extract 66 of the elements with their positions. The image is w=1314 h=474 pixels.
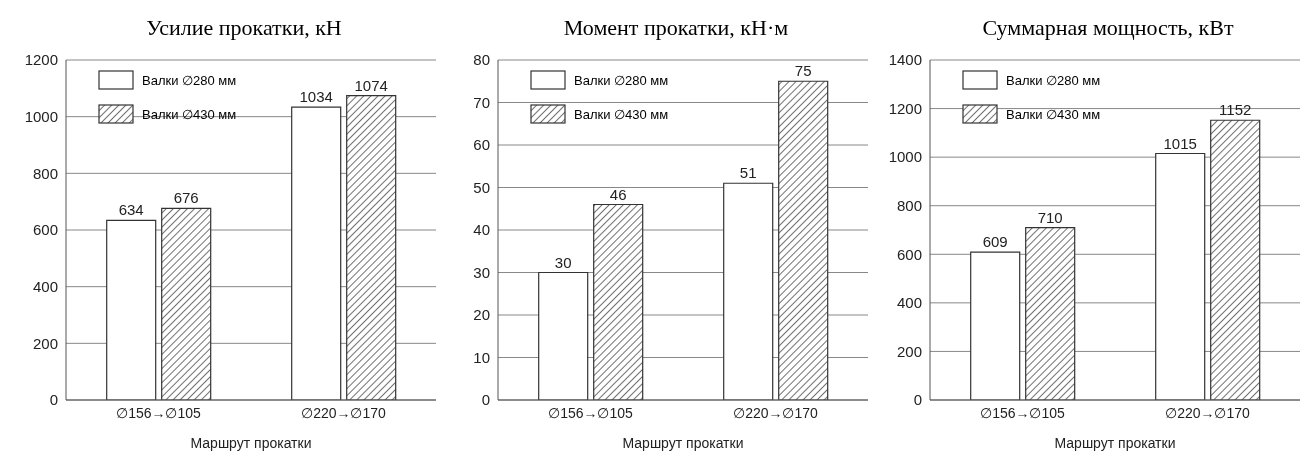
legend-label: Валки ∅280 мм (142, 72, 237, 88)
chart-title: Суммарная мощность, кВт (982, 14, 1234, 42)
y-tick-label: 1200 (24, 51, 58, 69)
x-tick-label: ∅156→∅105 (548, 404, 634, 421)
y-tick-label: 800 (896, 197, 922, 215)
bar (778, 80, 829, 400)
y-tick-label: 400 (32, 277, 58, 295)
bar (161, 207, 212, 400)
x-tick-label: ∅220→∅170 (1165, 404, 1251, 421)
y-tick-label: 10 (473, 348, 490, 366)
x-tick-label: ∅220→∅170 (301, 404, 387, 421)
y-tick-label: 1000 (24, 107, 58, 125)
y-tick-label: 1200 (888, 99, 922, 117)
bar (970, 251, 1021, 400)
legend-label: Валки ∅430 мм (574, 106, 669, 122)
y-tick-label: 400 (896, 294, 922, 312)
x-tick-label: ∅156→∅105 (980, 404, 1066, 421)
data-label: 1074 (354, 76, 388, 94)
legend-label: Валки ∅430 мм (1006, 106, 1101, 122)
y-tick-label: 1400 (888, 51, 922, 69)
data-label: 634 (118, 201, 144, 219)
y-tick-label: 70 (473, 93, 490, 111)
bar (1155, 152, 1206, 400)
y-tick-label: 50 (473, 178, 490, 196)
y-tick-label: 200 (896, 342, 922, 360)
data-label: 51 (739, 164, 757, 182)
data-label: 609 (982, 233, 1008, 251)
y-tick-label: 30 (473, 263, 490, 281)
data-label: 676 (173, 189, 199, 207)
data-label: 710 (1037, 208, 1063, 226)
data-label: 30 (554, 253, 572, 271)
x-axis-title: Маршрут прокатки (190, 435, 312, 451)
x-tick-label: ∅220→∅170 (733, 404, 819, 421)
data-label: 1034 (299, 88, 333, 106)
bar (723, 182, 774, 400)
bar (1025, 226, 1076, 400)
y-tick-label: 800 (32, 164, 58, 182)
y-tick-label: 600 (32, 221, 58, 239)
data-label: 75 (794, 62, 812, 80)
x-axis-title: Маршрут прокатки (1054, 435, 1176, 451)
bar (346, 95, 397, 400)
x-tick-label: ∅156→∅105 (116, 404, 202, 421)
data-label: 1152 (1219, 101, 1252, 119)
bar (593, 203, 644, 400)
chart-title: Усилие прокатки, кН (146, 14, 342, 42)
y-tick-label: 80 (473, 51, 490, 69)
bar (106, 219, 157, 400)
y-tick-label: 20 (473, 306, 490, 324)
y-tick-label: 600 (896, 245, 922, 263)
y-tick-label: 0 (481, 391, 490, 409)
y-tick-label: 40 (473, 221, 490, 239)
bar (291, 106, 342, 400)
bar (538, 271, 589, 400)
y-tick-label: 200 (32, 334, 58, 352)
chart-title: Момент прокатки, кН·м (563, 14, 789, 42)
legend-label: Валки ∅280 мм (574, 72, 669, 88)
legend-label: Валки ∅430 мм (142, 106, 237, 122)
y-tick-label: 1000 (888, 148, 922, 166)
legend-label: Валки ∅280 мм (1006, 72, 1101, 88)
bar (1210, 119, 1261, 400)
data-label: 46 (609, 185, 627, 203)
data-label: 1015 (1163, 134, 1197, 152)
y-tick-label: 0 (49, 391, 58, 409)
x-axis-title: Маршрут прокатки (622, 435, 744, 451)
y-tick-label: 0 (913, 391, 922, 409)
y-tick-label: 60 (473, 136, 490, 154)
